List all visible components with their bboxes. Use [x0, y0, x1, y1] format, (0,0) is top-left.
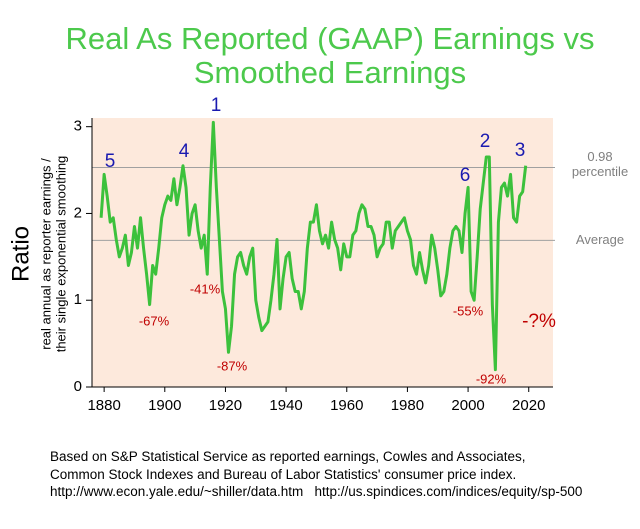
y-tick-label: 2 [74, 204, 82, 221]
annotation: 3 [515, 140, 526, 161]
plot-background [92, 118, 553, 387]
y-tick-label: 0 [74, 378, 82, 395]
annotation: -92% [476, 371, 507, 386]
note-line: Based on S&P Statistical Service as repo… [50, 449, 526, 464]
x-tick-label: 2020 [512, 397, 545, 414]
notes: Based on S&P Statistical Service as repo… [50, 448, 582, 501]
annotation: -87% [217, 358, 248, 373]
x-tick-label: 1960 [330, 397, 363, 414]
annotation: 6 [460, 165, 471, 186]
y-axis-label: Ratio [7, 226, 34, 282]
annotation: 1 [211, 95, 222, 116]
reference-label: Average [575, 232, 625, 248]
x-tick-label: 1880 [87, 397, 120, 414]
annotation: 2 [480, 131, 491, 152]
y-tick-label: 3 [74, 118, 82, 135]
x-tick-label: 1900 [148, 397, 181, 414]
y-axis-sublabel: real annual as reporter earnings / [38, 158, 53, 350]
y-tick-label: 1 [74, 291, 82, 308]
x-tick-label: 1940 [269, 397, 302, 414]
annotation: -55% [453, 303, 484, 318]
annotation: 4 [179, 141, 190, 162]
note-line: Common Stock Indexes and Bureau of Labor… [50, 466, 517, 482]
annotation: -67% [139, 313, 170, 328]
x-tick-label: 1980 [391, 397, 424, 414]
annotation: 5 [105, 151, 116, 172]
reference-label: 0.98 percentile [571, 149, 629, 180]
x-tick-label: 2000 [451, 397, 484, 414]
annotation: -41% [190, 281, 221, 296]
x-tick-label: 1920 [209, 397, 242, 414]
y-axis-sublabel: their single exponential smoothing [53, 156, 68, 353]
annotation: -?% [522, 311, 556, 332]
note-line: http://www.econ.yale.edu/~shiller/data.h… [50, 484, 583, 499]
data-line [99, 120, 528, 372]
chart-title: Real As Reported (GAAP) Earnings vs Smoo… [65, 21, 595, 90]
